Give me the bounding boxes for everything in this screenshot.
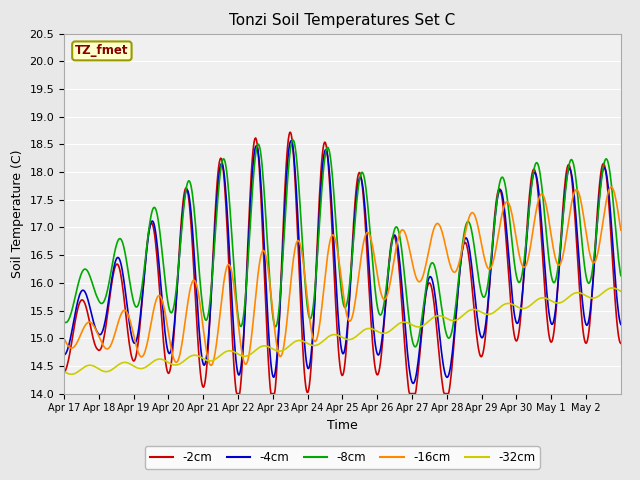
-32cm [256, 344, 264, 350]
-32cm [228, 348, 236, 354]
-8cm [412, 344, 419, 350]
-8cm [125, 276, 133, 282]
-16cm [60, 336, 68, 341]
-16cm [256, 257, 264, 263]
-16cm [207, 362, 214, 368]
-4cm [60, 352, 68, 358]
Title: Tonzi Soil Temperatures Set C: Tonzi Soil Temperatures Set C [229, 13, 456, 28]
Line: -2cm: -2cm [64, 132, 621, 394]
-4cm [276, 298, 284, 303]
-8cm [255, 143, 263, 148]
-16cm [228, 273, 236, 279]
-32cm [432, 313, 440, 319]
-32cm [60, 369, 68, 374]
-2cm [287, 130, 294, 135]
Text: TZ_fmet: TZ_fmet [75, 44, 129, 58]
-16cm [277, 353, 285, 359]
Line: -16cm: -16cm [64, 187, 621, 365]
-2cm [60, 370, 68, 375]
-4cm [228, 292, 236, 298]
-2cm [277, 275, 285, 280]
-2cm [125, 341, 133, 347]
-8cm [433, 271, 440, 276]
-2cm [617, 340, 625, 346]
-8cm [289, 137, 296, 143]
-2cm [401, 349, 409, 355]
-16cm [125, 315, 133, 321]
-16cm [432, 222, 440, 228]
-8cm [617, 273, 625, 278]
-32cm [617, 288, 625, 294]
X-axis label: Time: Time [327, 419, 358, 432]
-4cm [617, 322, 625, 327]
-2cm [228, 323, 236, 328]
-32cm [608, 285, 616, 291]
Line: -8cm: -8cm [64, 140, 621, 347]
-4cm [255, 159, 263, 165]
-8cm [401, 272, 408, 278]
-8cm [228, 231, 236, 237]
-32cm [67, 372, 75, 377]
-4cm [433, 303, 440, 309]
-16cm [607, 184, 615, 190]
-2cm [256, 177, 264, 182]
Y-axis label: Soil Temperature (C): Soil Temperature (C) [11, 149, 24, 278]
-4cm [287, 138, 295, 144]
-32cm [126, 361, 134, 367]
Legend: -2cm, -4cm, -8cm, -16cm, -32cm: -2cm, -4cm, -8cm, -16cm, -32cm [145, 446, 540, 469]
-4cm [401, 315, 408, 321]
-2cm [433, 323, 440, 328]
-32cm [401, 319, 408, 325]
-4cm [410, 381, 417, 386]
Line: -4cm: -4cm [64, 141, 621, 384]
-2cm [233, 391, 241, 396]
-16cm [401, 229, 408, 235]
Line: -32cm: -32cm [64, 288, 621, 374]
-4cm [125, 320, 133, 325]
-8cm [276, 291, 284, 297]
-8cm [60, 319, 68, 324]
-16cm [617, 227, 625, 233]
-32cm [277, 348, 285, 354]
